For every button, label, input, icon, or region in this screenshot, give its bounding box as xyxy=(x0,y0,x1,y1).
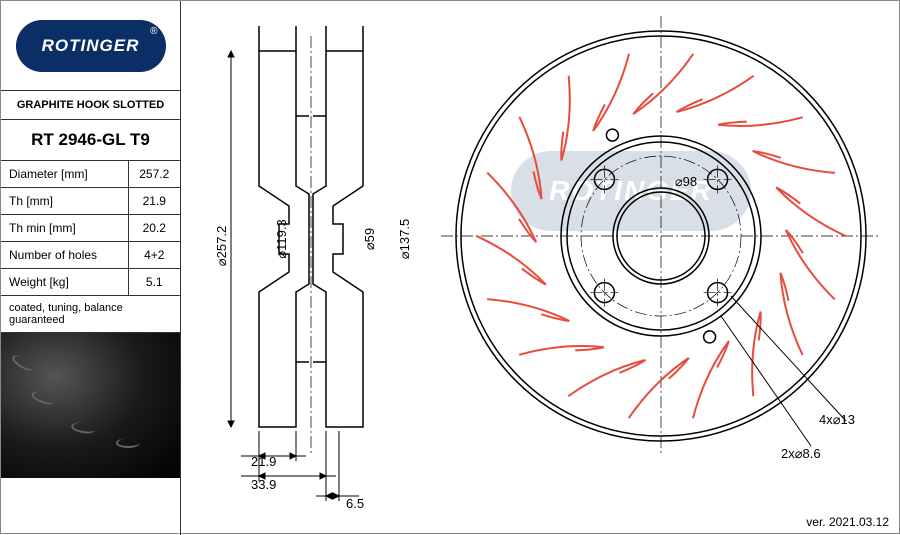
front-view-drawing: 4x⌀13 2x⌀8.6 ⌀98 xyxy=(441,6,900,506)
product-notes: coated, tuning, balance guaranteed xyxy=(1,296,180,333)
technical-drawing: ROTINGER xyxy=(181,1,900,535)
spec-panel: ROTINGER ® GRAPHITE HOOK SLOTTED RT 2946… xyxy=(1,1,181,535)
dim-bolt-holes: 4x⌀13 xyxy=(819,412,855,427)
dim-offset: 6.5 xyxy=(346,496,364,511)
spec-value: 5.1 xyxy=(128,269,180,296)
dim-hub-diameter: ⌀119.3 xyxy=(274,219,289,258)
spec-label: Number of holes xyxy=(1,242,128,269)
spec-label: Weight [kg] xyxy=(1,269,128,296)
diameter-callouts-3: ⌀137.5 xyxy=(381,6,441,486)
logo-area: ROTINGER ® xyxy=(1,1,180,91)
spec-label: Diameter [mm] xyxy=(1,161,128,188)
spec-table: Diameter [mm]257.2 Th [mm]21.9 Th min [m… xyxy=(1,161,180,296)
spec-label: Th min [mm] xyxy=(1,215,128,242)
spec-value: 4+2 xyxy=(128,242,180,269)
product-photo xyxy=(1,333,180,478)
spec-value: 21.9 xyxy=(128,188,180,215)
part-number: RT 2946-GL T9 xyxy=(1,120,180,161)
table-row: Diameter [mm]257.2 xyxy=(1,161,180,188)
dim-aux-holes: 2x⌀8.6 xyxy=(781,446,821,461)
product-subtitle: GRAPHITE HOOK SLOTTED xyxy=(1,91,180,120)
version-label: ver. 2021.03.12 xyxy=(806,515,889,529)
dim-outer-diameter: ⌀257.2 xyxy=(214,226,229,266)
diameter-callouts: ⌀119.3 xyxy=(256,6,316,486)
brand-logo: ROTINGER ® xyxy=(16,20,166,72)
registered-icon: ® xyxy=(150,26,157,37)
table-row: Th [mm]21.9 xyxy=(1,188,180,215)
dim-center-bore: ⌀59 xyxy=(362,228,377,250)
dim-pitch-circle: ⌀137.5 xyxy=(397,219,412,259)
spec-value: 20.2 xyxy=(128,215,180,242)
table-row: Th min [mm]20.2 xyxy=(1,215,180,242)
table-row: Weight [kg]5.1 xyxy=(1,269,180,296)
brand-name: ROTINGER xyxy=(42,36,140,56)
table-row: Number of holes4+2 xyxy=(1,242,180,269)
spec-label: Th [mm] xyxy=(1,188,128,215)
dim-bolt-circle: ⌀98 xyxy=(675,174,697,189)
spec-value: 257.2 xyxy=(128,161,180,188)
